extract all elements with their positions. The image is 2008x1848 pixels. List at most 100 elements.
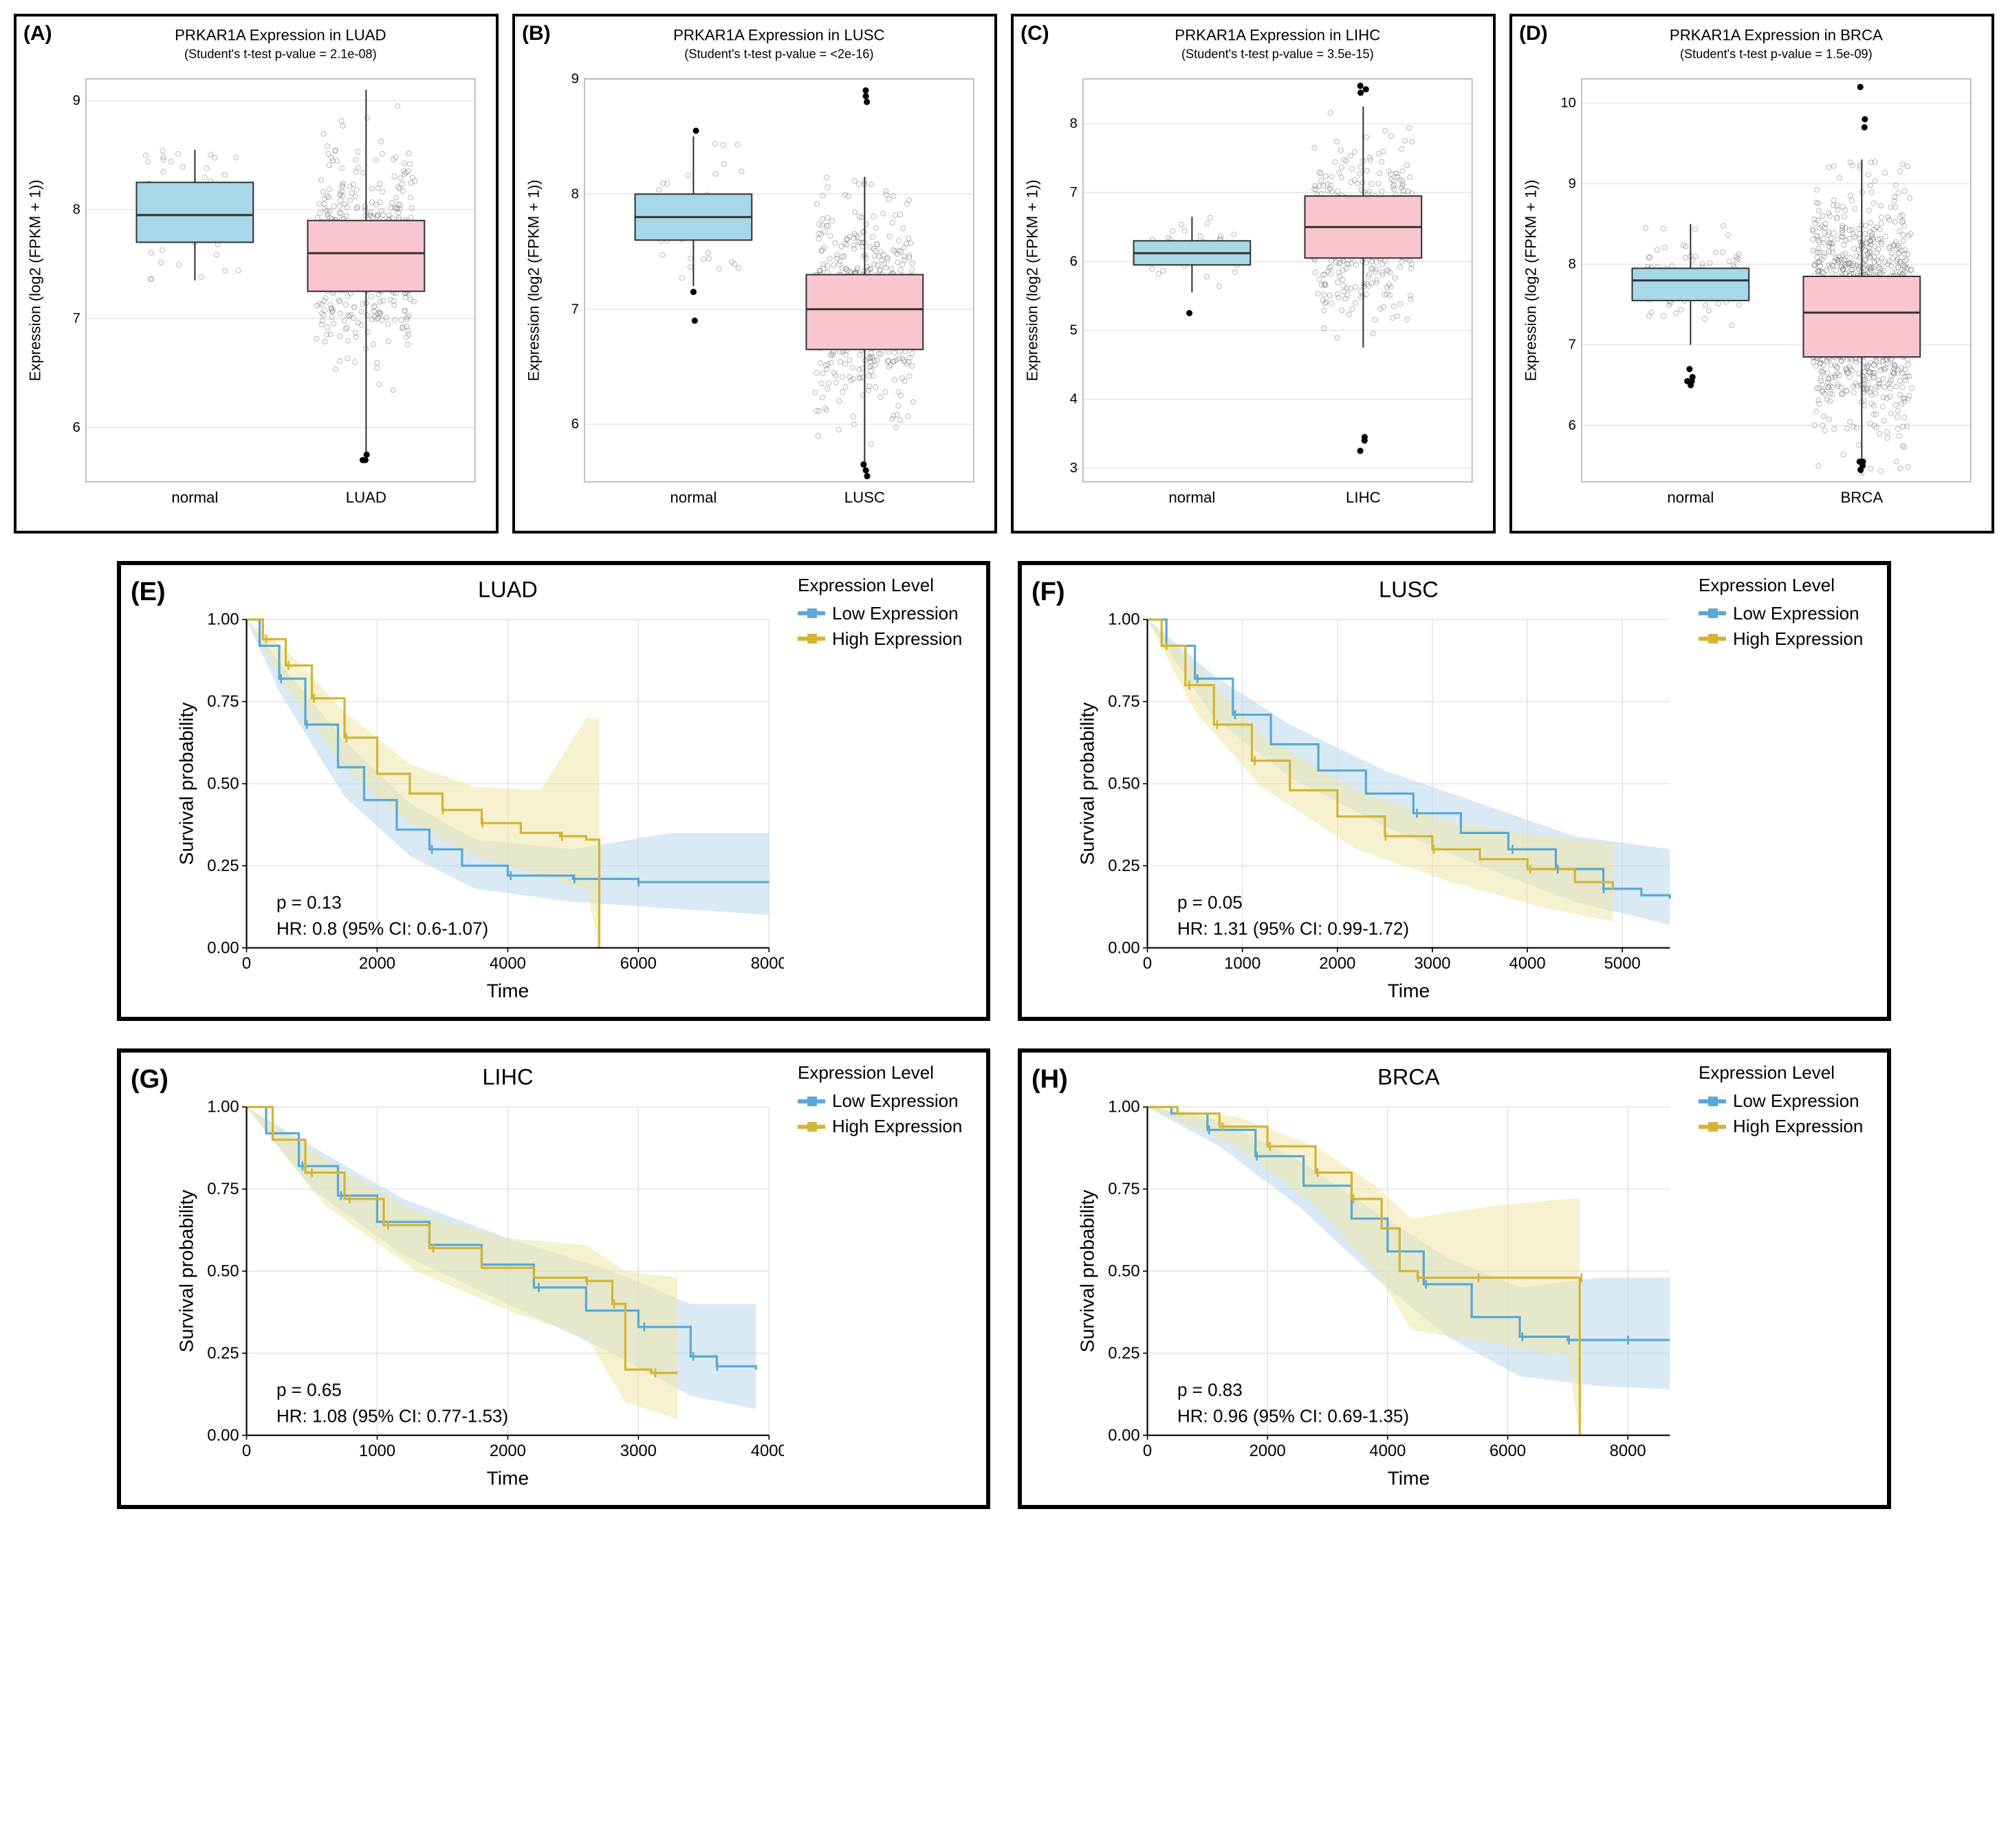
legend-item-high: High Expression bbox=[1699, 1116, 1877, 1137]
svg-text:Expression (log2 (FPKM + 1)): Expression (log2 (FPKM + 1)) bbox=[26, 179, 43, 381]
svg-text:7: 7 bbox=[73, 311, 80, 326]
svg-text:Survival probability: Survival probability bbox=[175, 701, 197, 865]
survival-legend: Expression Level Low Expression High Exp… bbox=[784, 575, 976, 654]
survival-panel: (G) 0.000.250.500.751.000100020003000400… bbox=[117, 1048, 990, 1509]
svg-text:8: 8 bbox=[1070, 116, 1078, 131]
boxplot-svg: 678910normalBRCAPRKAR1A Expression in BR… bbox=[1519, 23, 1985, 524]
svg-text:p = 0.83: p = 0.83 bbox=[1177, 1379, 1243, 1400]
panel-letter: (D) bbox=[1519, 22, 1548, 45]
survival-panel: (H) 0.000.250.500.751.000200040006000800… bbox=[1018, 1048, 1891, 1509]
svg-text:0.75: 0.75 bbox=[207, 692, 239, 711]
svg-text:0.50: 0.50 bbox=[207, 774, 239, 793]
svg-text:PRKAR1A Expression in LUSC: PRKAR1A Expression in LUSC bbox=[673, 26, 885, 43]
svg-text:0.50: 0.50 bbox=[207, 1262, 239, 1281]
svg-text:5000: 5000 bbox=[1604, 954, 1641, 973]
svg-text:BRCA: BRCA bbox=[1840, 489, 1883, 506]
svg-text:6000: 6000 bbox=[620, 954, 657, 973]
svg-text:HR: 1.31 (95% CI: 0.99-1.72): HR: 1.31 (95% CI: 0.99-1.72) bbox=[1177, 918, 1409, 938]
svg-text:Time: Time bbox=[1388, 979, 1430, 1001]
svg-text:HR: 0.8 (95% CI: 0.6-1.07): HR: 0.8 (95% CI: 0.6-1.07) bbox=[276, 918, 488, 938]
svg-text:(Student's t-test p-value = 2.: (Student's t-test p-value = 2.1e-08) bbox=[184, 47, 377, 61]
panel-letter: (B) bbox=[522, 22, 551, 45]
survival-legend: Expression Level Low Expression High Exp… bbox=[784, 1062, 976, 1141]
svg-text:6: 6 bbox=[73, 420, 80, 435]
svg-text:normal: normal bbox=[1667, 489, 1714, 506]
svg-text:LIHC: LIHC bbox=[1346, 489, 1381, 506]
survival-svg: 0.000.250.500.751.0002000400060008000BRC… bbox=[1073, 1062, 1685, 1495]
svg-text:8: 8 bbox=[571, 186, 579, 201]
svg-text:1.00: 1.00 bbox=[1108, 610, 1139, 628]
svg-text:normal: normal bbox=[670, 489, 717, 506]
svg-text:0.25: 0.25 bbox=[1108, 856, 1139, 874]
svg-text:7: 7 bbox=[1569, 338, 1576, 353]
svg-text:0.00: 0.00 bbox=[207, 1426, 239, 1444]
legend-title: Expression Level bbox=[1699, 575, 1877, 596]
boxplot-panel: (B) 6 7 8 9 normal LUSC PRKAR1A Expression in L… bbox=[512, 14, 997, 534]
svg-text:0.00: 0.00 bbox=[1108, 1426, 1139, 1444]
svg-text:PRKAR1A Expression in LUAD: PRKAR1A Expression in LUAD bbox=[175, 26, 386, 43]
svg-text:LUSC: LUSC bbox=[844, 489, 885, 506]
svg-text:Expression (log2 (FPKM + 1)): Expression (log2 (FPKM + 1)) bbox=[1522, 179, 1539, 381]
svg-text:1.00: 1.00 bbox=[207, 1098, 239, 1116]
svg-text:0.75: 0.75 bbox=[207, 1180, 239, 1198]
svg-text:9: 9 bbox=[1569, 176, 1576, 191]
boxplot-row: (A) 6 7 8 9 normal LUAD PRKAR1A Expression in L… bbox=[14, 14, 1994, 534]
svg-text:3000: 3000 bbox=[620, 1442, 657, 1460]
survival-panel: (E) 0.000.250.500.751.000200040006000800… bbox=[117, 561, 990, 1022]
svg-text:7: 7 bbox=[1070, 185, 1078, 200]
panel-letter: (A) bbox=[23, 22, 52, 45]
svg-text:5: 5 bbox=[1070, 323, 1078, 338]
boxplot-panel: (C)345678normalLIHCPRKAR1A Expression in… bbox=[1011, 14, 1496, 534]
svg-text:2000: 2000 bbox=[359, 954, 395, 973]
svg-text:(Student's t-test p-value = 3.: (Student's t-test p-value = 3.5e-15) bbox=[1181, 47, 1374, 61]
svg-text:6: 6 bbox=[571, 417, 579, 432]
legend-title: Expression Level bbox=[798, 575, 976, 596]
panel-letter: (C) bbox=[1021, 22, 1049, 45]
legend-label: Low Expression bbox=[832, 1090, 959, 1112]
svg-text:PRKAR1A Expression in BRCA: PRKAR1A Expression in BRCA bbox=[1670, 26, 1883, 43]
svg-text:2000: 2000 bbox=[1319, 954, 1355, 973]
svg-text:0: 0 bbox=[242, 954, 251, 973]
survival-legend: Expression Level Low Expression High Exp… bbox=[1685, 1062, 1877, 1141]
legend-label: High Expression bbox=[1733, 628, 1863, 650]
svg-text:7: 7 bbox=[571, 302, 579, 317]
boxplot-svg: 345678normalLIHCPRKAR1A Expression in LI… bbox=[1021, 23, 1486, 524]
svg-text:LIHC: LIHC bbox=[482, 1065, 533, 1090]
svg-text:4000: 4000 bbox=[490, 954, 526, 973]
survival-chart: 0.000.250.500.751.0002000400060008000LUA… bbox=[172, 575, 784, 1008]
survival-chart: 0.000.250.500.751.0001000200030004000LIH… bbox=[172, 1062, 784, 1495]
legend-label: Low Expression bbox=[832, 603, 959, 624]
svg-text:0.75: 0.75 bbox=[1108, 692, 1139, 711]
svg-text:2000: 2000 bbox=[1249, 1442, 1286, 1460]
svg-text:BRCA: BRCA bbox=[1377, 1065, 1440, 1090]
svg-text:PRKAR1A Expression in LIHC: PRKAR1A Expression in LIHC bbox=[1175, 26, 1380, 43]
svg-text:10: 10 bbox=[1560, 96, 1575, 111]
survival-chart: 0.000.250.500.751.0001000200030004000500… bbox=[1073, 575, 1685, 1008]
boxplot-svg: 6789normalLUADPRKAR1A Expression in LUAD… bbox=[23, 23, 489, 524]
survival-svg: 0.000.250.500.751.0001000200030004000500… bbox=[1073, 575, 1685, 1008]
legend-label: High Expression bbox=[1733, 1116, 1863, 1137]
svg-text:3000: 3000 bbox=[1414, 954, 1450, 973]
survival-panel: (F) 0.000.250.500.751.000100020003000400… bbox=[1018, 561, 1891, 1022]
svg-text:0.75: 0.75 bbox=[1108, 1180, 1139, 1198]
legend-item-low: Low Expression bbox=[1699, 1090, 1877, 1112]
svg-text:0.50: 0.50 bbox=[1108, 1262, 1139, 1281]
svg-text:Expression (log2 (FPKM + 1)): Expression (log2 (FPKM + 1)) bbox=[1023, 179, 1040, 381]
svg-text:LUSC: LUSC bbox=[1379, 577, 1439, 602]
panel-letter: (F) bbox=[1032, 575, 1073, 607]
svg-text:0.00: 0.00 bbox=[1108, 938, 1139, 957]
legend-title: Expression Level bbox=[1699, 1062, 1877, 1084]
panel-letter: (H) bbox=[1032, 1062, 1073, 1094]
svg-text:LUAD: LUAD bbox=[346, 489, 386, 506]
svg-text:p = 0.13: p = 0.13 bbox=[276, 892, 342, 912]
svg-text:0.25: 0.25 bbox=[207, 1344, 239, 1363]
legend-item-high: High Expression bbox=[1699, 628, 1877, 650]
svg-text:0: 0 bbox=[1143, 1442, 1152, 1460]
legend-label: Low Expression bbox=[1733, 603, 1859, 624]
svg-text:Survival probability: Survival probability bbox=[175, 1189, 197, 1353]
svg-text:9: 9 bbox=[571, 72, 579, 87]
svg-text:0.25: 0.25 bbox=[1108, 1344, 1139, 1363]
legend-item-low: Low Expression bbox=[1699, 603, 1877, 624]
svg-text:Time: Time bbox=[1388, 1466, 1430, 1488]
svg-text:HR: 0.96 (95% CI: 0.69-1.35): HR: 0.96 (95% CI: 0.69-1.35) bbox=[1177, 1406, 1409, 1427]
